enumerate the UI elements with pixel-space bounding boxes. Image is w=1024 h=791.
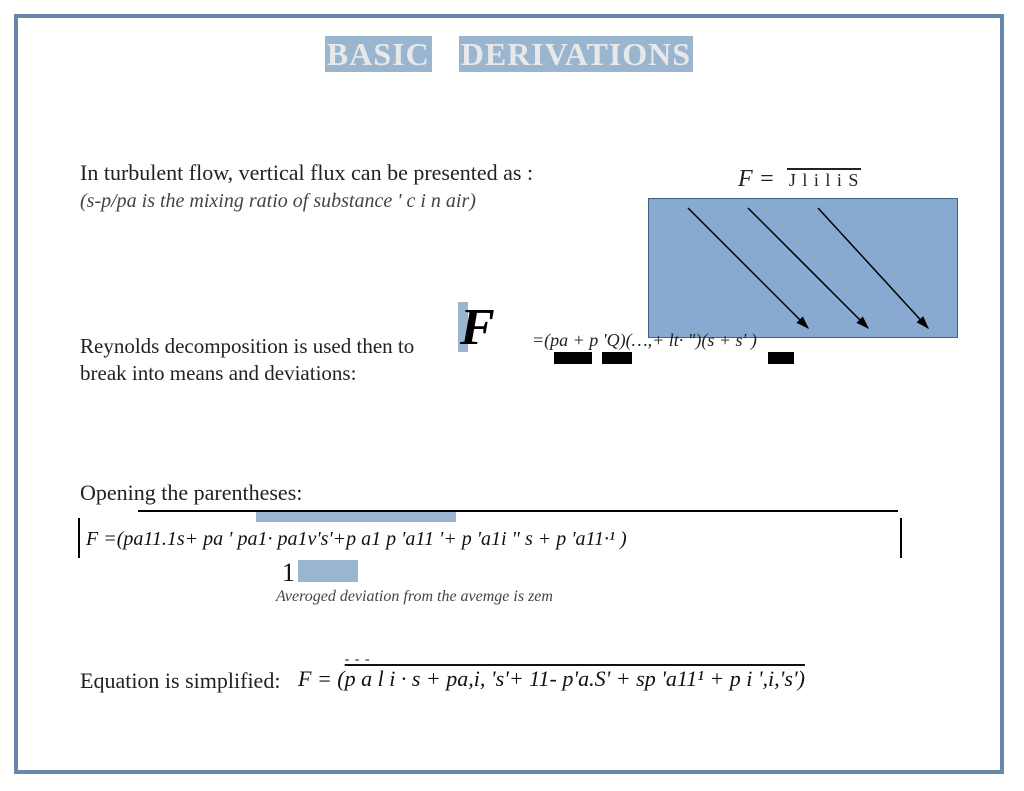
eq3-expression: F =(pa11.1s+ pa ' pa1· pa1v's'+p a1 p 'a… [86, 528, 627, 551]
arrow-svg [648, 198, 958, 338]
slide-title: BASIC DERIVATIONS [18, 36, 1000, 73]
black-box-2 [602, 352, 632, 364]
eq3-highlight-bottom [298, 560, 358, 582]
reynolds-equation: =(pa + p 'Q)(…,+ lt· ")(s + s' ) [532, 330, 757, 351]
title-word-2: DERIVATIONS [459, 36, 693, 72]
simpl-F: F = ( [298, 666, 345, 691]
intro-line-1: In turbulent flow, vertical flux can be … [80, 160, 533, 186]
eq3-note: 1 [282, 558, 295, 588]
simplified-label: Equation is simplified: [80, 668, 280, 694]
flux-bar-term: J l i l i S [787, 168, 862, 191]
slide-frame: BASIC DERIVATIONS In turbulent flow, ver… [14, 14, 1004, 774]
eq3-caption: Averoged deviation from the avemge is ze… [276, 588, 553, 606]
reynolds-text-2: break into means and deviations: [80, 361, 356, 386]
black-box-1 [554, 352, 592, 364]
intro-line-2: (s-p/pa is the mixing ratio of substance… [80, 190, 476, 213]
flux-equation: F = J l i l i S [738, 166, 861, 193]
open-parentheses-label: Opening the parentheses: [80, 480, 302, 506]
simplified-equation: F = (p a l i · s + pa,i, 's'+ 11- p'a.S'… [298, 666, 805, 692]
eq3-overbar [138, 510, 898, 512]
bigF: F [460, 298, 495, 357]
reynolds-text-1: Reynolds decomposition is used then to [80, 334, 414, 359]
flux-F: F = [738, 166, 775, 192]
arrow-diagram [648, 198, 958, 338]
title-word-1: BASIC [325, 36, 432, 72]
black-box-3 [768, 352, 794, 364]
simpl-rest: p a l i · s + pa,i, 's'+ 11- p'a.S' + sp… [345, 666, 805, 691]
